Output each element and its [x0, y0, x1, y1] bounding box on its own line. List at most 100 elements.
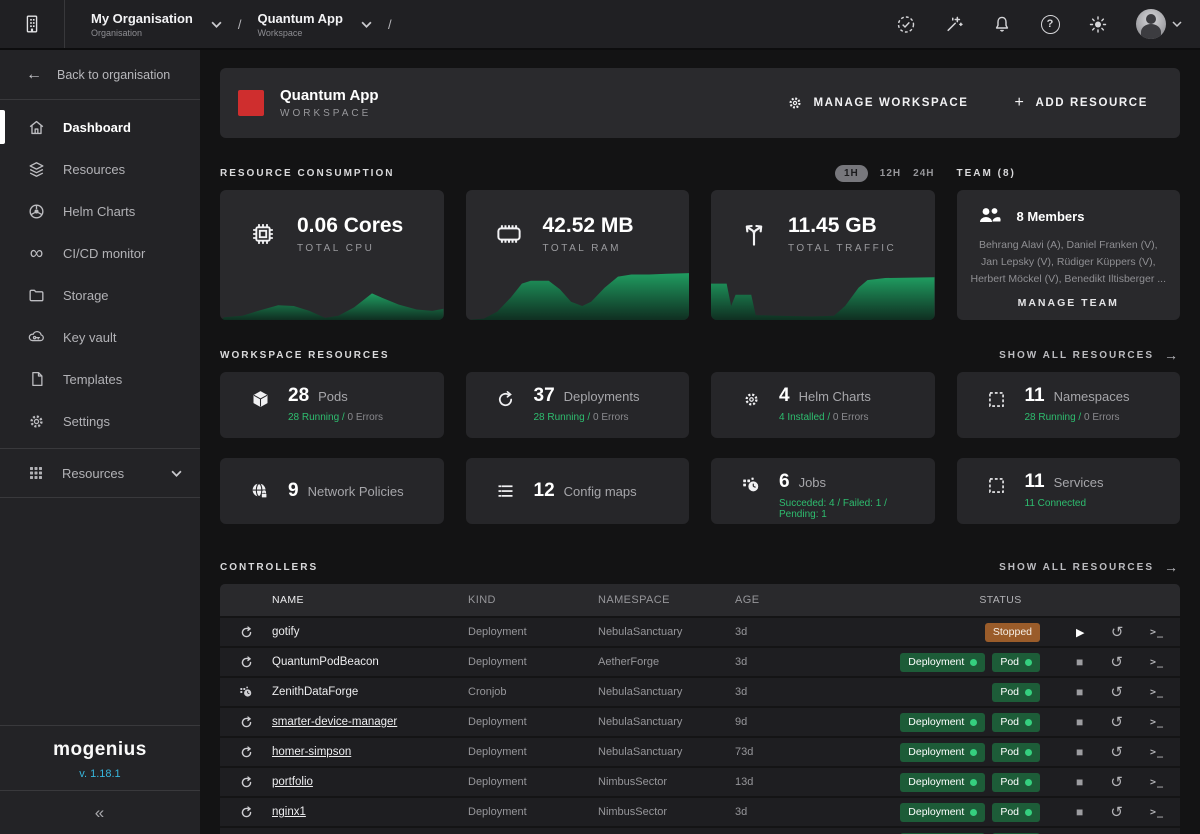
namespaces-card[interactable]: 11 Namespaces 28 Running / 0 Errors: [957, 372, 1181, 438]
workspace-chevron-down-icon[interactable]: [361, 21, 372, 28]
back-to-organisation[interactable]: ← Back to organisation: [0, 50, 200, 100]
tab-12h[interactable]: 12H: [880, 168, 901, 179]
pod-badge[interactable]: Pod: [992, 653, 1040, 672]
deployments-card[interactable]: 37 Deployments 28 Running / 0 Errors: [466, 372, 690, 438]
tab-1h[interactable]: 1H: [835, 165, 868, 182]
workspace-subtitle: WORKSPACE: [280, 108, 379, 119]
controller-name-link[interactable]: homer-simpson: [272, 746, 468, 758]
sidebar-item-helm-charts[interactable]: Helm Charts: [0, 190, 200, 232]
services-card[interactable]: 11 Services 11 Connected: [957, 458, 1181, 524]
controller-name[interactable]: ZenithDataForge: [272, 686, 468, 698]
terminal-button[interactable]: >_: [1150, 687, 1164, 698]
version-link[interactable]: v. 1.18.1: [0, 768, 200, 780]
table-row[interactable]: nginx1 Deployment NimbusSector 3d Deploy…: [220, 796, 1180, 826]
org-logo-button[interactable]: [0, 0, 65, 48]
restart-button[interactable]: ↺: [1111, 623, 1124, 641]
bell-icon[interactable]: [992, 14, 1012, 34]
sidebar-item-settings[interactable]: Settings: [0, 400, 200, 442]
sidebar-collapse-button[interactable]: «: [0, 790, 200, 834]
controller-name-link[interactable]: portfolio: [272, 776, 468, 788]
user-menu[interactable]: [1136, 9, 1182, 39]
restart-button[interactable]: ↺: [1110, 773, 1123, 791]
topbar: My Organisation Organisation / Quantum A…: [0, 0, 1200, 50]
deployment-badge[interactable]: Deployment: [900, 803, 985, 822]
jobs-card[interactable]: 6 Jobs Succeded: 4 / Failed: 1 / Pending…: [711, 458, 935, 524]
pod-badge[interactable]: Pod: [992, 803, 1040, 822]
controller-name[interactable]: gotify: [272, 626, 468, 638]
deployment-badge[interactable]: Deployment: [900, 743, 985, 762]
building-icon: [21, 13, 43, 35]
sidebar-item-key-vault[interactable]: Key vault: [0, 316, 200, 358]
show-all-controllers-link[interactable]: SHOW ALL RESOURCES →: [999, 559, 1180, 575]
deployment-badge[interactable]: Deployment: [900, 653, 985, 672]
ram-label: TOTAL RAM: [543, 243, 634, 254]
deployment-badge[interactable]: Deployment: [900, 773, 985, 792]
table-row[interactable]: smarter-device-manager Deployment Nebula…: [220, 706, 1180, 736]
sidebar-item-storage[interactable]: Storage: [0, 274, 200, 316]
restart-button[interactable]: ↺: [1110, 683, 1123, 701]
restart-button[interactable]: ↺: [1110, 803, 1123, 821]
restart-button[interactable]: ↺: [1110, 713, 1123, 731]
controller-name[interactable]: QuantumPodBeacon: [272, 656, 468, 668]
help-icon[interactable]: ?: [1040, 14, 1060, 34]
table-row[interactable]: gotify Deployment NebulaSanctuary 3d Sto…: [220, 616, 1180, 646]
sidebar-item-cicd-monitor[interactable]: ∞ CI/CD monitor: [0, 232, 200, 274]
helm-charts-card[interactable]: 4 Helm Charts 4 Installed / 0 Errors: [711, 372, 935, 438]
ram-icon: [492, 217, 526, 251]
pod-badge[interactable]: Pod: [992, 713, 1040, 732]
stopped-badge[interactable]: Stopped: [985, 623, 1040, 642]
table-row[interactable]: homer-simpson Deployment NebulaSanctuary…: [220, 736, 1180, 766]
terminal-button[interactable]: >_: [1150, 657, 1164, 668]
metric-cards: 0.06 Cores TOTAL CPU: [220, 190, 1180, 320]
theme-sun-icon[interactable]: [1088, 14, 1108, 34]
restart-button[interactable]: ↺: [1110, 653, 1123, 671]
sidebar-group-resources[interactable]: Resources: [0, 448, 200, 498]
back-label: Back to organisation: [57, 68, 170, 82]
terminal-button[interactable]: >_: [1150, 777, 1164, 788]
table-row[interactable]: ZenithDataForge Cronjob NebulaSanctuary …: [220, 676, 1180, 706]
helm-logo-icon: [740, 388, 762, 410]
restart-button[interactable]: ↺: [1110, 743, 1123, 761]
sidebar-group-label: Resources: [62, 466, 124, 481]
tab-24h[interactable]: 24H: [913, 168, 934, 179]
stop-button[interactable]: ■: [1076, 745, 1083, 759]
terminal-button[interactable]: >_: [1150, 747, 1164, 758]
terminal-button[interactable]: >_: [1150, 717, 1164, 728]
manage-team-button[interactable]: MANAGE TEAM: [969, 297, 1169, 309]
stop-button[interactable]: ■: [1076, 685, 1083, 699]
stop-button[interactable]: ■: [1076, 805, 1083, 819]
add-resource-button[interactable]: + ADD RESOURCE: [1015, 94, 1148, 112]
config-maps-card[interactable]: 12 Config maps: [466, 458, 690, 524]
terminal-button[interactable]: >_: [1150, 807, 1164, 818]
pods-count: 28: [288, 385, 309, 407]
show-all-resources-link[interactable]: SHOW ALL RESOURCES →: [999, 347, 1180, 363]
controller-name-link[interactable]: nginx1: [272, 806, 468, 818]
play-button[interactable]: ▶: [1076, 626, 1084, 639]
table-row[interactable]: QuantumPodBeacon Deployment AetherForge …: [220, 646, 1180, 676]
pod-badge[interactable]: Pod: [992, 683, 1040, 702]
breadcrumb-workspace[interactable]: Quantum App Workspace: [257, 11, 342, 38]
controller-name-link[interactable]: smarter-device-manager: [272, 716, 468, 728]
sidebar-item-dashboard[interactable]: Dashboard: [0, 106, 200, 148]
breadcrumb-organisation[interactable]: My Organisation Organisation: [91, 11, 193, 38]
network-policies-card[interactable]: 9 Network Policies: [220, 458, 444, 524]
org-chevron-down-icon[interactable]: [211, 21, 222, 28]
stop-button[interactable]: ■: [1076, 775, 1083, 789]
deployment-refresh-icon: [220, 775, 272, 790]
terminal-button[interactable]: >_: [1150, 627, 1164, 638]
sidebar-item-templates[interactable]: Templates: [0, 358, 200, 400]
table-row[interactable]: portfolio Deployment NimbusSector 13d De…: [220, 766, 1180, 796]
stop-button[interactable]: ■: [1076, 715, 1083, 729]
sidebar-item-label: Helm Charts: [63, 204, 135, 219]
table-row-partial[interactable]: Deployment Pod ■ ↺ >_: [220, 826, 1180, 834]
pod-badge[interactable]: Pod: [992, 743, 1040, 762]
file-icon: [27, 370, 46, 389]
pod-badge[interactable]: Pod: [992, 773, 1040, 792]
deployment-badge[interactable]: Deployment: [900, 713, 985, 732]
magic-wand-icon[interactable]: [944, 14, 964, 34]
status-check-icon[interactable]: [896, 14, 916, 34]
manage-workspace-button[interactable]: MANAGE WORKSPACE: [787, 95, 968, 111]
sidebar-item-resources[interactable]: Resources: [0, 148, 200, 190]
pods-card[interactable]: 28 Pods 28 Running / 0 Errors: [220, 372, 444, 438]
stop-button[interactable]: ■: [1076, 655, 1083, 669]
